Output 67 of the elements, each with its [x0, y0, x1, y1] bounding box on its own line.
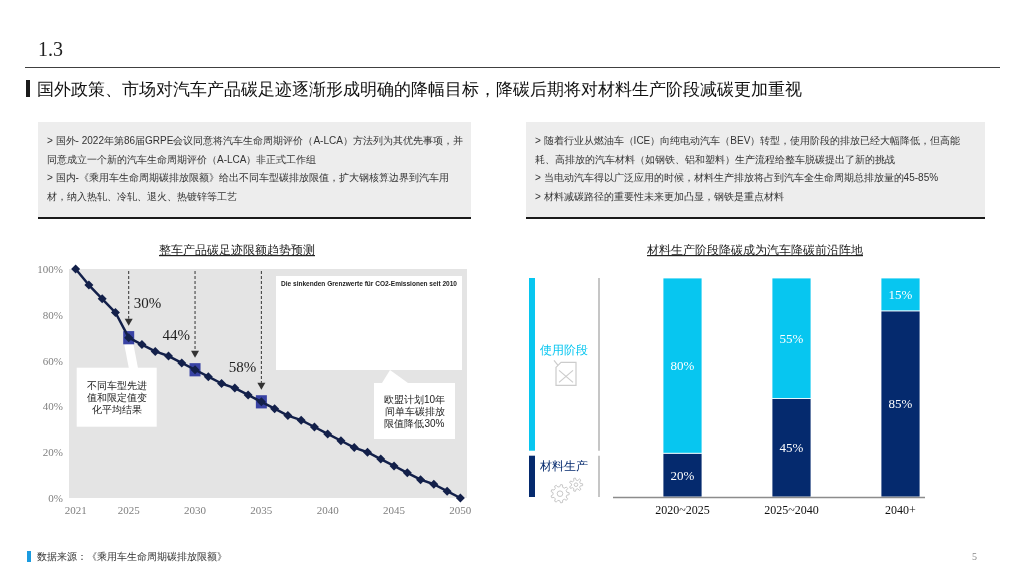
text: 国外政策、市场对汽车产品碳足迹逐渐形成明确的降幅目标，降碳后期将对材料生产阶段减碳更加重视 [37, 80, 802, 99]
point [429, 479, 439, 489]
x-tick-label: 2045 [383, 504, 406, 516]
legend-label: 材料生产 [540, 458, 588, 473]
point [336, 436, 346, 446]
x-tick-label: 2025~2040 [764, 503, 819, 517]
point [270, 404, 280, 414]
y-tick-label: 60% [42, 354, 63, 367]
point [164, 351, 173, 361]
point [416, 475, 426, 485]
point [309, 422, 319, 432]
data-label: 20% [670, 467, 695, 483]
text: > 国外- 2022年第86届GRPE会议同意将汽车生命周期评价（A-LCA）方法列为其优先事项，并同意成立一个新的汽车生命周期评价（A-LCA）非正式工作组 [47, 134, 463, 167]
point [283, 411, 293, 421]
point [230, 383, 240, 393]
point [323, 429, 333, 439]
point [376, 454, 386, 464]
x-tick-label: 2025 [117, 504, 141, 516]
point [363, 447, 372, 457]
annotation: 44% [162, 326, 191, 343]
data-label: 45% [779, 440, 804, 456]
y-tick-label: 0% [48, 492, 63, 504]
point [137, 340, 147, 350]
point [71, 264, 81, 274]
text: 1.3 [38, 38, 63, 60]
text: > 随着行业从燃油车（ICE）向纯电动汽车（BEV）转型，使用阶段的排放已经大幅降低，但高能耗、高排放的汽车材料（如钢铁、铝和塑料）生产流程给整车脱碳提出了新的挑战 [535, 134, 962, 167]
point [177, 358, 187, 368]
point [217, 379, 227, 388]
x-tick-label: 2050 [449, 504, 472, 516]
point [442, 486, 452, 496]
x-tick-label: 2020~2025 [655, 503, 710, 517]
x-tick-label: 2030 [184, 504, 207, 516]
x-tick-label: 2040+ [885, 503, 917, 517]
point [84, 280, 94, 290]
legend-label: 使用阶段 [540, 343, 588, 358]
x-tick-label: 2040 [316, 504, 340, 516]
annotation: 30% [133, 294, 162, 311]
annotation: 不同车型先进值和限定值变化平均结果 [86, 379, 147, 415]
chart-title: 材料生产阶段降碳成为汽车降碳前沿阵地 [646, 243, 863, 257]
annotation: 欧盟计划10年间单车碳排放限值降低30% [383, 393, 446, 429]
y-tick-label: 40% [42, 400, 63, 413]
text: 5 [972, 551, 977, 562]
x-tick-label: 2035 [250, 504, 273, 516]
point [389, 461, 399, 471]
point [349, 443, 359, 453]
chart-title: 整车产品碳足迹限额趋势预测 [159, 243, 315, 257]
source-note: 数据来源：《乘用车生命周期碳排放限额》 [37, 551, 227, 562]
data-label: 55% [779, 330, 804, 346]
point [203, 372, 213, 382]
y-tick-label: 100% [37, 263, 63, 275]
point [296, 415, 306, 425]
point [455, 493, 465, 503]
point [402, 468, 412, 478]
point [243, 390, 253, 400]
data-label: 15% [888, 286, 913, 302]
text: > 材料减碳路径的重要性未来更加凸显，钢铁是重点材料 [535, 189, 785, 204]
text: > 国内-《乘用车生命周期碳排放限额》给出不同车型碳排放限值，扩大钢核算边界到汽车用材，纳入热轧、冷轧、退火、热镀锌等工艺 [47, 171, 450, 204]
data-label: 80% [670, 358, 695, 374]
text: > 当电动汽车得以广泛应用的时候，材料生产排放将占到汽车全生命周期总排放量的45-85% [535, 171, 940, 185]
annotation: 58% [228, 358, 257, 375]
y-tick-label: 80% [42, 308, 63, 321]
x-tick-label: 2021 [64, 504, 87, 516]
point [110, 308, 120, 318]
data-label: 85% [888, 396, 913, 412]
point [150, 346, 160, 356]
point [97, 294, 107, 304]
y-tick-label: 20% [42, 446, 63, 459]
